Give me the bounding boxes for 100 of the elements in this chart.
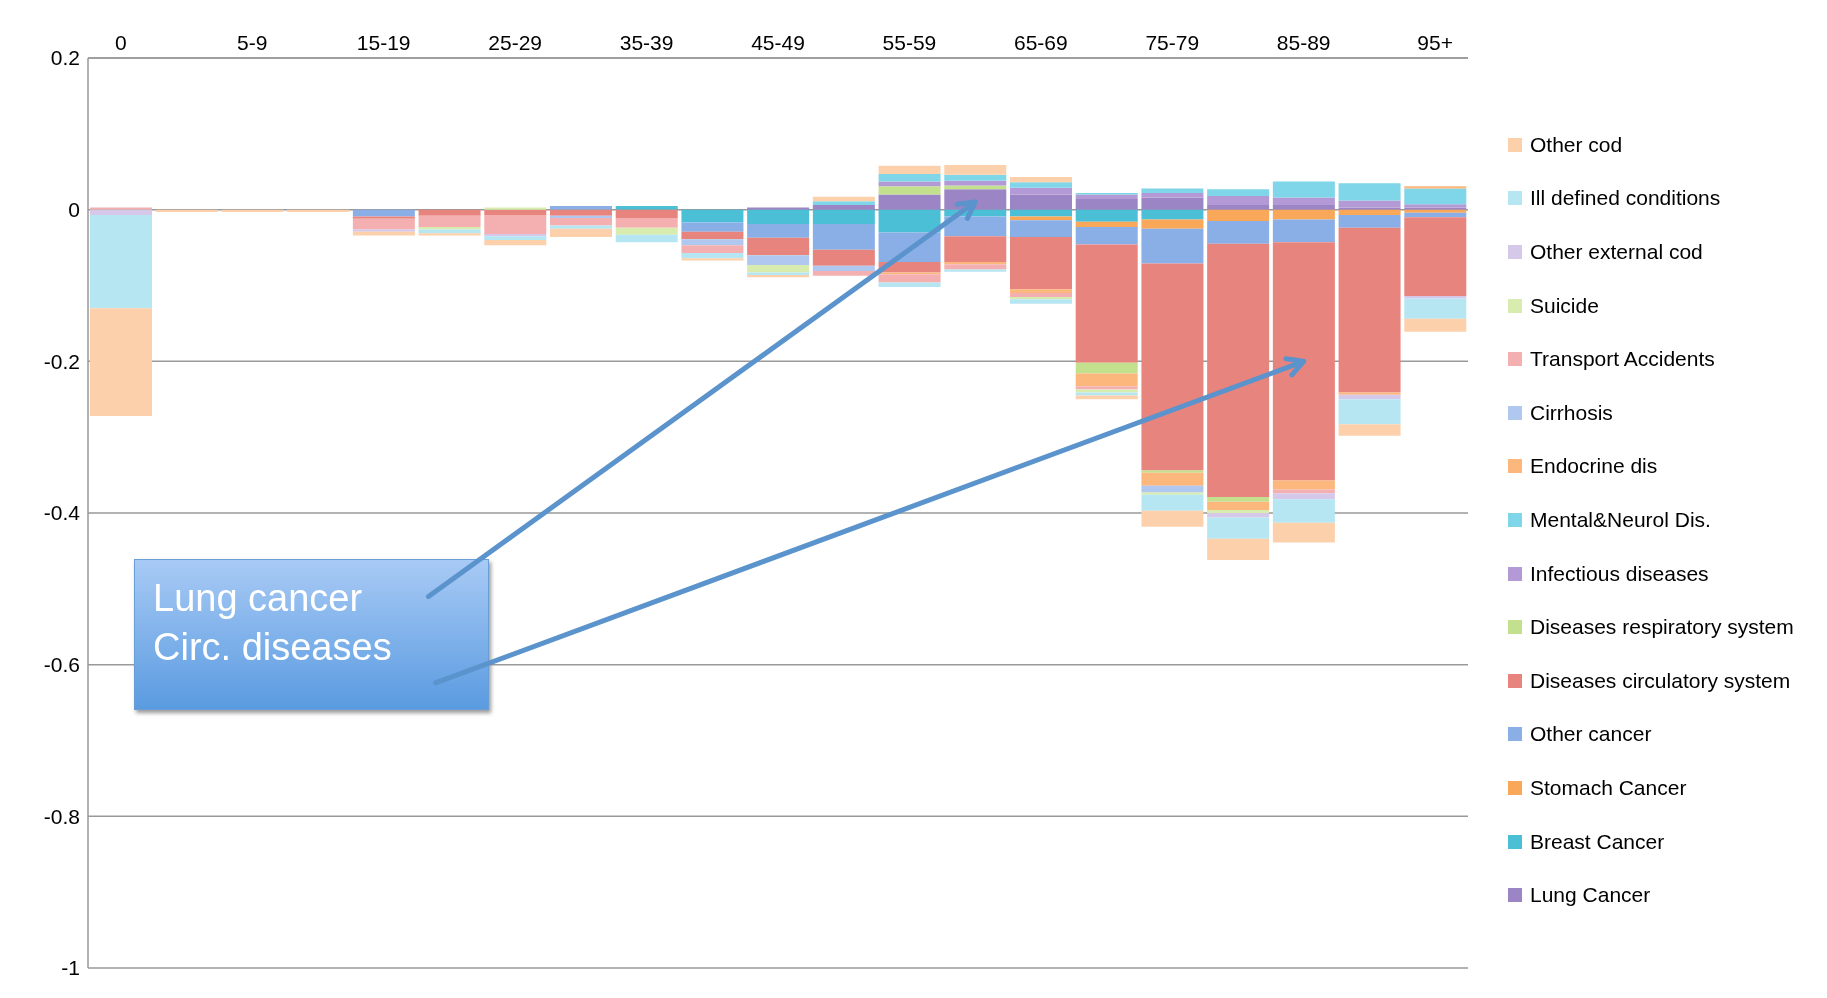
bar bbox=[1338, 209, 1401, 215]
legend-label: Breast Cancer bbox=[1530, 829, 1665, 854]
bar bbox=[812, 201, 875, 206]
bar bbox=[1207, 513, 1270, 518]
bar bbox=[878, 165, 941, 175]
bar bbox=[1207, 209, 1270, 222]
bar bbox=[1207, 538, 1270, 561]
x-tick-label: 65-69 bbox=[1014, 31, 1068, 54]
bar bbox=[1010, 299, 1072, 304]
x-tick-label: 85-89 bbox=[1276, 31, 1331, 54]
legend-label: Other cancer bbox=[1530, 722, 1652, 747]
bar bbox=[1272, 209, 1335, 220]
bar bbox=[878, 174, 941, 182]
bar bbox=[1338, 183, 1401, 201]
x-tick-label: 25-29 bbox=[488, 31, 542, 54]
bar bbox=[1075, 227, 1138, 245]
bar bbox=[418, 209, 481, 216]
bar bbox=[352, 218, 415, 230]
bar bbox=[1010, 220, 1072, 237]
bar bbox=[1207, 497, 1270, 502]
bar bbox=[1207, 243, 1270, 498]
bar bbox=[812, 249, 875, 266]
bar bbox=[681, 245, 744, 253]
x-tick-label: 75-79 bbox=[1145, 31, 1200, 54]
bar bbox=[1075, 209, 1138, 222]
bar bbox=[944, 236, 1007, 262]
bar bbox=[747, 224, 810, 238]
bar bbox=[1141, 485, 1204, 493]
legend-label: Infectious diseases bbox=[1530, 561, 1709, 586]
annotation: Circ. diseases bbox=[153, 624, 393, 670]
bar bbox=[1338, 214, 1401, 228]
bar bbox=[484, 240, 547, 246]
bar bbox=[1141, 263, 1204, 471]
bar bbox=[681, 239, 744, 246]
bar bbox=[1272, 480, 1335, 490]
bar bbox=[1075, 244, 1138, 363]
bar bbox=[1272, 522, 1335, 543]
bar bbox=[1010, 236, 1072, 290]
bar bbox=[550, 209, 612, 216]
bar bbox=[1272, 197, 1335, 206]
bar bbox=[1207, 205, 1270, 210]
bar bbox=[615, 234, 678, 243]
bar bbox=[1272, 205, 1335, 210]
bar bbox=[1010, 177, 1072, 183]
bar bbox=[812, 209, 875, 225]
bar bbox=[352, 216, 415, 219]
annotation: Lung cancer bbox=[153, 575, 364, 621]
bar bbox=[615, 205, 678, 210]
bar bbox=[1075, 199, 1138, 210]
legend-label: Cirrhosis bbox=[1530, 400, 1613, 425]
bar bbox=[90, 207, 152, 210]
bar bbox=[1141, 192, 1204, 198]
x-tick-label: 35-39 bbox=[619, 31, 674, 54]
bar bbox=[1272, 219, 1335, 243]
bar bbox=[1141, 472, 1204, 486]
bar bbox=[944, 264, 1007, 270]
bar bbox=[1141, 219, 1204, 229]
bar bbox=[1404, 188, 1467, 205]
bar bbox=[550, 228, 612, 237]
bar bbox=[1207, 517, 1270, 539]
bar bbox=[615, 218, 678, 228]
legend-label: Endocrine dis bbox=[1530, 454, 1658, 479]
bar bbox=[1141, 510, 1204, 527]
bar bbox=[550, 218, 612, 226]
legend-label: Stomach Cancer bbox=[1530, 775, 1687, 800]
bar bbox=[1010, 194, 1072, 210]
bar bbox=[1338, 207, 1401, 210]
bar bbox=[1010, 182, 1072, 188]
x-tick-label: 95+ bbox=[1417, 31, 1453, 54]
x-tick-label: 5-9 bbox=[237, 31, 268, 54]
bar bbox=[1338, 424, 1401, 436]
legend-label: Ill defined conditions bbox=[1530, 186, 1721, 211]
bar bbox=[1338, 399, 1401, 425]
bar bbox=[1404, 318, 1467, 332]
bar bbox=[615, 209, 678, 219]
bar bbox=[1075, 221, 1138, 228]
y-tick-label: 0.2 bbox=[50, 46, 80, 70]
bar bbox=[1075, 373, 1138, 387]
bar bbox=[747, 255, 810, 266]
bar bbox=[812, 271, 875, 276]
bar bbox=[1075, 362, 1138, 374]
x-tick-label: 55-59 bbox=[882, 31, 937, 54]
bar bbox=[1010, 289, 1072, 294]
bar bbox=[1338, 392, 1401, 395]
bar bbox=[1207, 196, 1270, 206]
legend-label: Diseases circulatory system bbox=[1530, 668, 1791, 693]
bar bbox=[1207, 501, 1270, 510]
bar bbox=[944, 164, 1007, 175]
bar bbox=[944, 185, 1007, 190]
bar bbox=[681, 209, 744, 223]
bar bbox=[1207, 509, 1270, 513]
legend-label: Mental&Neurol Dis. bbox=[1530, 507, 1711, 532]
bar bbox=[1272, 493, 1335, 500]
bar bbox=[418, 215, 481, 228]
bar bbox=[681, 231, 744, 240]
legend-label: Transport Accidents bbox=[1530, 347, 1715, 372]
bar bbox=[1404, 217, 1467, 297]
bar bbox=[1338, 227, 1401, 393]
bar bbox=[484, 214, 547, 234]
y-tick-label: -0.8 bbox=[43, 804, 80, 828]
